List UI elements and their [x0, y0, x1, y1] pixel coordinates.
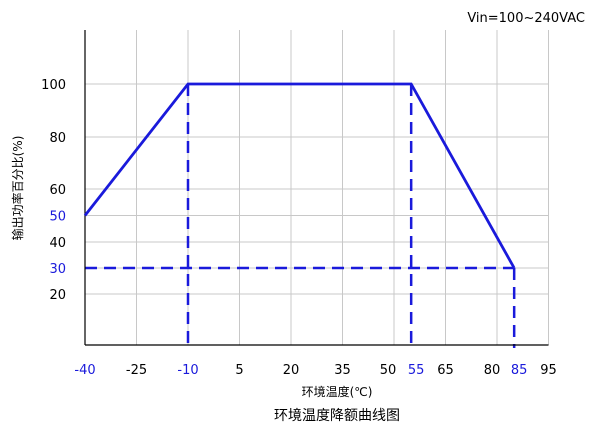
x-tick-label: 80	[484, 363, 501, 378]
reference-lines	[85, 84, 516, 348]
y-tick-labels: 20 30 40 50 60 80 100	[41, 78, 66, 303]
x-tick-label: -25	[126, 363, 147, 378]
y-tick-label: 20	[49, 288, 66, 303]
y-tick-label: 60	[49, 183, 66, 198]
x-tick-label: 65	[437, 363, 454, 378]
derating-curve-line	[83, 82, 516, 269]
grid-lines	[85, 30, 549, 345]
x-axis-title: 环境温度(℃)	[302, 384, 373, 399]
x-tick-label: 50	[380, 363, 397, 378]
x-tick-label: 85	[511, 363, 528, 378]
x-tick-label: -10	[177, 363, 198, 378]
x-tick-label: 5	[235, 363, 243, 378]
chart-title: 环境温度降额曲线图	[274, 408, 400, 424]
y-tick-label: 40	[49, 236, 66, 251]
y-tick-label: 30	[49, 262, 66, 277]
x-tick-label: 35	[334, 363, 351, 378]
x-tick-label: 55	[408, 363, 425, 378]
y-tick-label: 100	[41, 78, 66, 93]
y-tick-label: 50	[49, 210, 66, 225]
series	[83, 82, 516, 269]
y-axis-title: 输出功率百分比(%)	[10, 136, 25, 241]
x-tick-label: 20	[283, 363, 300, 378]
vin-annotation: Vin=100~240VAC	[467, 11, 585, 26]
x-tick-labels: -40 -25 -10 5 20 35 50 55 65 80 85 95	[74, 363, 556, 378]
x-tick-label: -40	[74, 363, 95, 378]
x-tick-label: 95	[540, 363, 557, 378]
axes	[84, 30, 549, 346]
y-tick-label: 80	[49, 131, 66, 146]
